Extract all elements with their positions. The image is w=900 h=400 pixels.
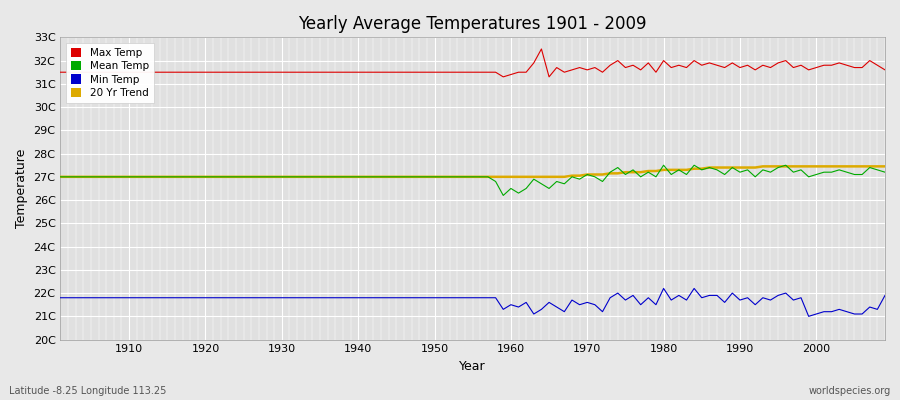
X-axis label: Year: Year — [459, 360, 486, 373]
Text: worldspecies.org: worldspecies.org — [809, 386, 891, 396]
Y-axis label: Temperature: Temperature — [15, 149, 28, 228]
Title: Yearly Average Temperatures 1901 - 2009: Yearly Average Temperatures 1901 - 2009 — [299, 15, 647, 33]
Text: Latitude -8.25 Longitude 113.25: Latitude -8.25 Longitude 113.25 — [9, 386, 166, 396]
Legend: Max Temp, Mean Temp, Min Temp, 20 Yr Trend: Max Temp, Mean Temp, Min Temp, 20 Yr Tre… — [66, 42, 154, 103]
